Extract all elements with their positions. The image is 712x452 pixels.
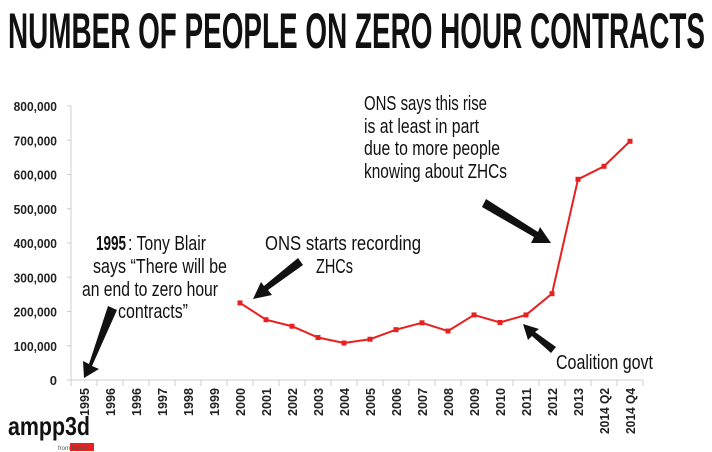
ampp3d-logo: ampp3d from Mirror xyxy=(8,411,94,452)
x-tick-label: 2007 xyxy=(415,388,430,416)
data-point xyxy=(497,319,503,325)
x-tick-label: 2001 xyxy=(259,388,274,416)
data-point xyxy=(419,320,425,326)
x-tick-label: 2011 xyxy=(519,388,534,416)
y-tick-label: 200,000 xyxy=(14,305,57,320)
annotation-blair: 1995 : Tony Blair says “There will be an… xyxy=(82,233,227,378)
x-tick-label: 2002 xyxy=(285,388,300,416)
annotation-coalition-text: Coalition govt xyxy=(556,352,653,374)
annotation-ons-rise-line3: due to more people xyxy=(364,138,500,160)
annotation-ons-rise-line4: knowing about ZHCs xyxy=(364,161,507,183)
annotation-coalition: Coalition govt xyxy=(523,324,653,374)
y-tick-label: 600,000 xyxy=(14,168,57,183)
annotation-ons-rise: ONS says this rise is at least in part d… xyxy=(364,93,551,243)
data-point xyxy=(289,323,295,329)
annotation-blair-line4: contracts” xyxy=(118,301,188,323)
annotation-ons-start: ONS starts recording ZHCs xyxy=(253,233,421,299)
x-tick-label: 1996 xyxy=(103,388,118,416)
y-tick-label: 100,000 xyxy=(14,339,57,354)
x-tick-label: 2008 xyxy=(441,388,456,416)
x-tick-label: 2006 xyxy=(389,388,404,416)
data-point xyxy=(237,300,243,306)
series-line-path xyxy=(239,140,631,345)
x-tick-label: 1999 xyxy=(207,388,222,416)
data-point xyxy=(523,312,529,318)
arrow-icon xyxy=(482,199,551,243)
data-point xyxy=(393,327,399,333)
mirror-badge xyxy=(70,443,94,451)
x-tick-label: 2005 xyxy=(363,388,378,416)
x-tick-label: 1997 xyxy=(155,388,170,416)
x-tick-label: 2012 xyxy=(545,388,560,416)
x-tick-label: 2004 xyxy=(337,387,352,416)
x-tick-label: 2013 xyxy=(571,388,586,416)
annotation-ons-start-line2: ZHCs xyxy=(316,256,353,278)
annotation-ons-rise-line2: is at least in part xyxy=(364,116,479,138)
x-tick-label: 2010 xyxy=(493,388,508,416)
logo-sub: from Mirror xyxy=(58,446,87,452)
x-tick-labels: 1995 1996 1996 1997 1998 1999 2000 2001 2002 2003… xyxy=(77,387,638,434)
axes xyxy=(67,105,644,386)
data-point xyxy=(471,312,477,318)
data-point xyxy=(263,317,269,323)
x-tick-label: 1995 xyxy=(77,388,92,416)
data-point xyxy=(315,335,321,341)
y-tick-label: 300,000 xyxy=(14,270,57,285)
data-point xyxy=(445,328,451,334)
data-point xyxy=(341,340,347,346)
y-tick-label: 500,000 xyxy=(14,202,57,217)
data-point xyxy=(575,176,581,182)
annotation-blair-year: 1995 xyxy=(96,233,126,255)
y-tick-labels: 0 100,000 200,000 300,000 400,000 500,000 600,… xyxy=(14,99,57,388)
x-tick-label: 2003 xyxy=(311,388,326,416)
data-point xyxy=(601,163,607,169)
x-tick-label: 2014 Q4 xyxy=(623,387,638,434)
x-tick-label: 2014 Q2 xyxy=(597,388,612,434)
annotation-ons-rise-line1: ONS says this rise xyxy=(364,93,487,115)
y-tick-label: 400,000 xyxy=(14,236,57,251)
y-tick-label: 700,000 xyxy=(14,133,57,148)
arrow-icon xyxy=(253,258,303,299)
annotation-blair-line1: : Tony Blair xyxy=(128,233,206,255)
chart-title: NUMBER OF PEOPLE ON ZERO HOUR CONTRACTS xyxy=(8,3,705,59)
annotation-ons-start-line1: ONS starts recording xyxy=(265,233,421,255)
data-point xyxy=(627,138,633,144)
annotation-blair-line3: an end to zero hour xyxy=(82,279,218,301)
y-tick-label: 0 xyxy=(50,373,57,388)
x-tick-label: 1998 xyxy=(181,388,196,416)
y-tick-label: 800,000 xyxy=(14,99,57,114)
x-tick-label: 1996 xyxy=(129,388,144,416)
x-tick-label: 2000 xyxy=(233,388,248,416)
data-point xyxy=(367,336,373,342)
logo-text: ampp3d xyxy=(8,411,90,441)
annotation-blair-line2: says “There will be xyxy=(93,256,227,278)
arrow-icon xyxy=(83,306,117,378)
x-tick-label: 2009 xyxy=(467,388,482,416)
arrow-icon xyxy=(523,324,556,353)
series-line xyxy=(237,138,633,346)
data-point xyxy=(549,291,555,297)
